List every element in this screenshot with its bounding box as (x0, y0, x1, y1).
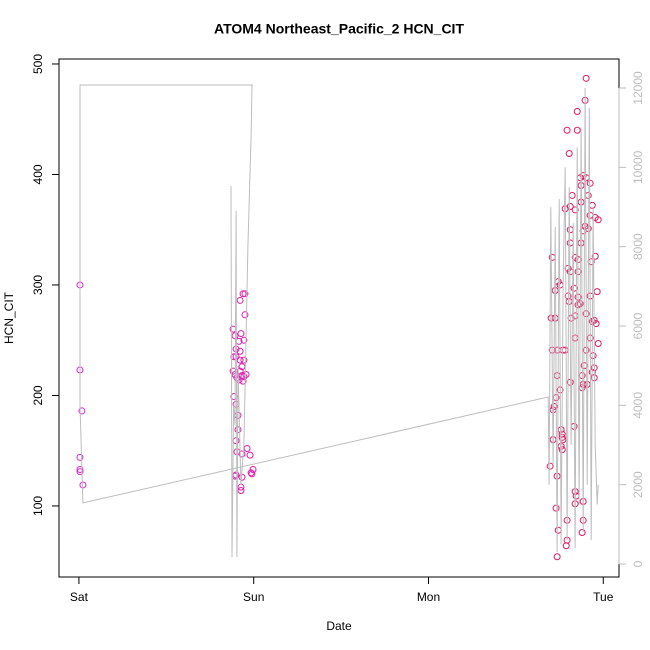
point (239, 377, 247, 385)
point (553, 372, 561, 380)
point (586, 179, 594, 187)
x-tick-label: Sat (70, 590, 89, 604)
point (565, 298, 573, 306)
point (246, 451, 254, 459)
point (240, 356, 248, 364)
point (237, 330, 245, 338)
plot-frame (58, 58, 620, 578)
point (566, 226, 574, 234)
point (577, 239, 585, 247)
point (76, 453, 84, 461)
point (578, 528, 586, 536)
point (553, 553, 561, 561)
point (594, 216, 602, 224)
y-tick-label: 200 (31, 385, 45, 405)
point (571, 206, 579, 214)
point (241, 290, 249, 298)
point (566, 239, 574, 247)
point (230, 353, 238, 361)
point (247, 469, 255, 477)
point (76, 465, 84, 473)
point (565, 149, 573, 157)
point (236, 296, 244, 304)
y-tick-label: 400 (31, 164, 45, 184)
point (594, 340, 602, 348)
point (248, 470, 256, 478)
point (236, 356, 244, 364)
x-axis-title: Date (326, 619, 352, 633)
point (550, 403, 558, 411)
point (573, 126, 581, 134)
y2-tick-label: 4000 (631, 392, 645, 419)
y2-tick-label: 8000 (631, 233, 645, 260)
point (583, 380, 591, 388)
x-tick-label: Mon (417, 590, 440, 604)
point (592, 320, 600, 328)
point (237, 486, 245, 494)
y-tick-label: 500 (31, 54, 45, 74)
point (589, 352, 597, 360)
point (232, 437, 240, 445)
point (571, 334, 579, 342)
point (562, 542, 570, 550)
y2-tick-label: 10000 (631, 150, 645, 184)
point (240, 373, 248, 381)
point (552, 504, 560, 512)
chart-title: ATOM4 Northeast_Pacific_2 HCN_CIT (214, 21, 464, 37)
y-axis-title: HCN_CIT (2, 291, 16, 344)
point (76, 468, 84, 476)
point (573, 107, 581, 115)
point (236, 367, 244, 375)
point (240, 336, 248, 344)
point (568, 191, 576, 199)
point (242, 370, 250, 378)
x-tick-label: Sun (243, 590, 264, 604)
x-tick-label: Tue (593, 590, 614, 604)
point (241, 311, 249, 319)
y-tick-label: 100 (31, 496, 45, 516)
point (79, 481, 87, 489)
point (563, 126, 571, 134)
y2-tick-label: 2000 (631, 471, 645, 498)
point (243, 444, 251, 452)
point (236, 347, 244, 355)
line (79, 84, 599, 558)
point (554, 526, 562, 534)
point (551, 314, 559, 322)
point (238, 450, 246, 458)
y-tick-label: 300 (31, 275, 45, 295)
point (78, 407, 86, 415)
point (593, 288, 601, 296)
y2-tick-label: 12000 (631, 71, 645, 105)
y2-tick-label: 6000 (631, 312, 645, 339)
point (239, 290, 247, 298)
y2-tick-label: 0 (631, 560, 645, 567)
point (582, 74, 590, 82)
point (591, 252, 599, 260)
point (546, 462, 554, 470)
